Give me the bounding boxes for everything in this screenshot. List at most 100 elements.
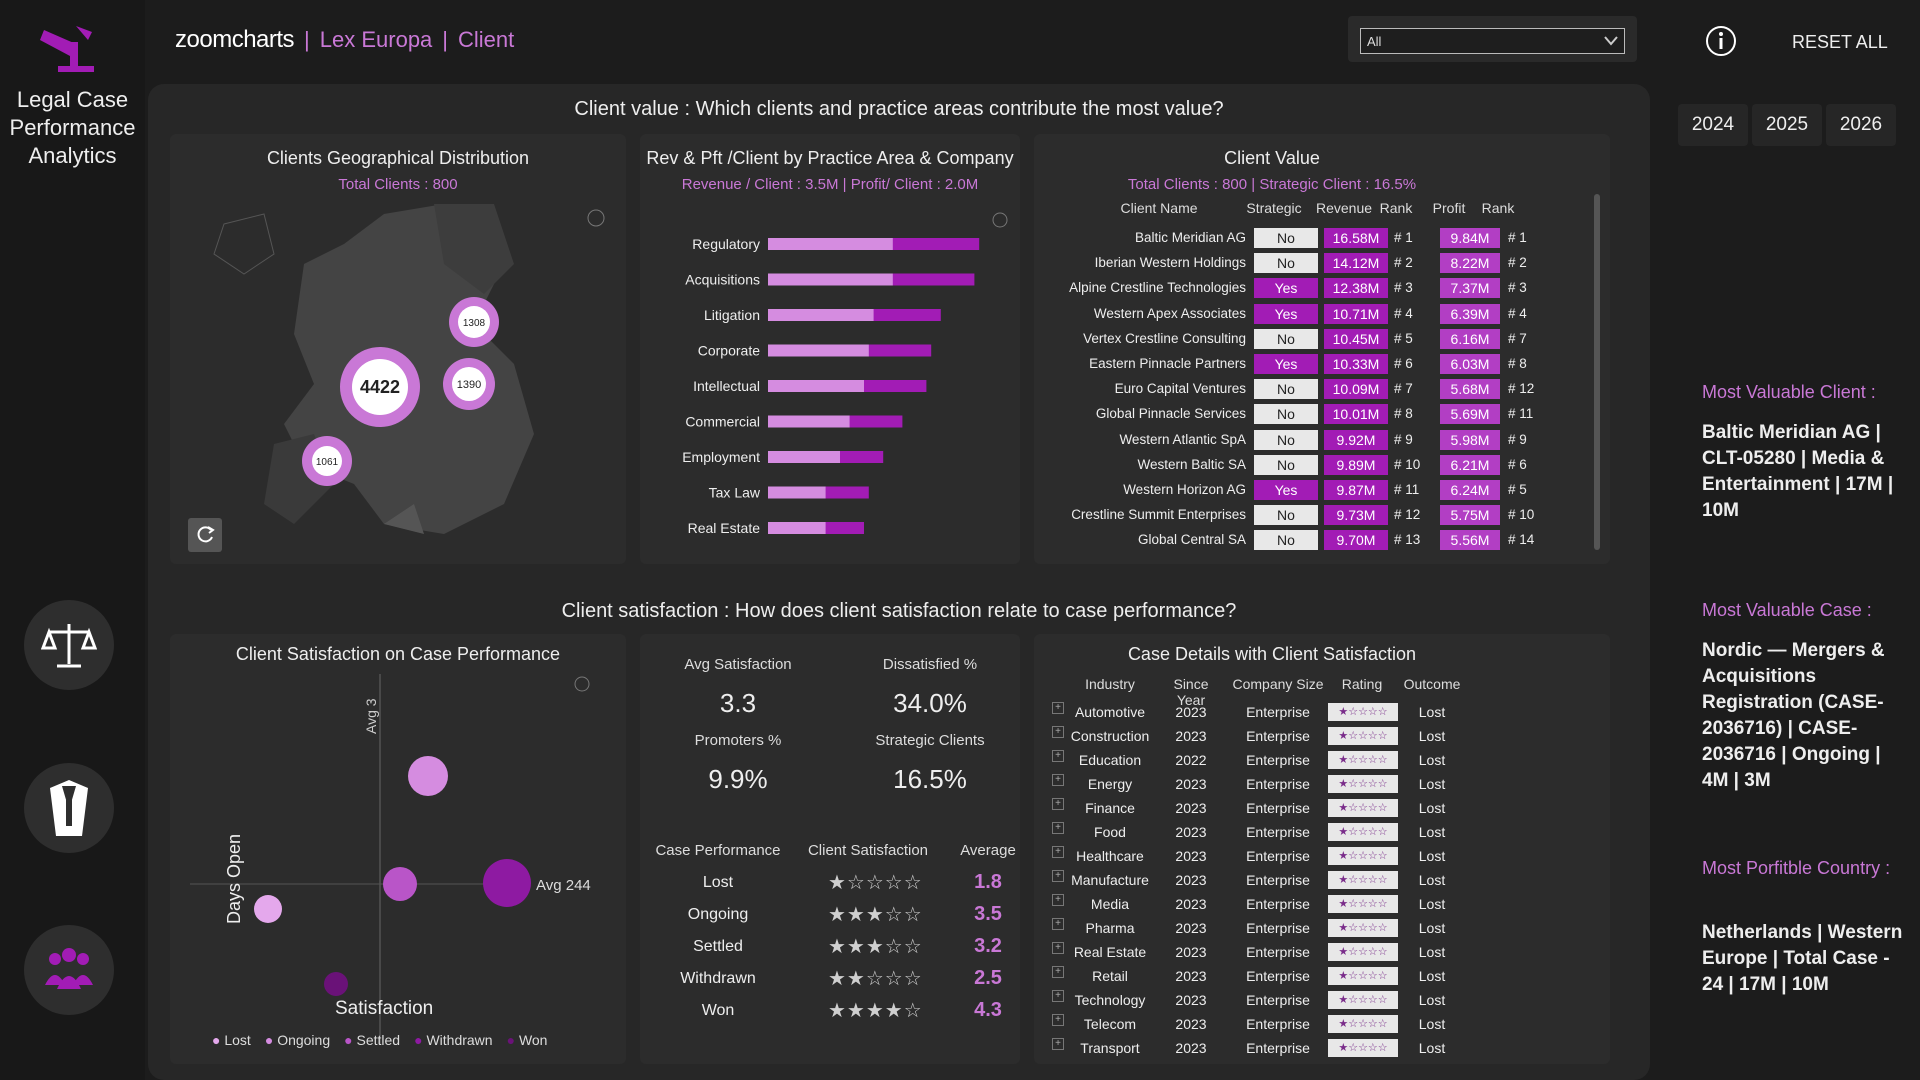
- legend-item[interactable]: ● Lost: [212, 1032, 251, 1048]
- industry-cell[interactable]: Food: [1094, 824, 1126, 840]
- column-header[interactable]: Rank: [1481, 200, 1515, 216]
- client-name[interactable]: Global Pinnacle Services: [1095, 406, 1246, 422]
- client-name[interactable]: Western Baltic SA: [1137, 456, 1246, 472]
- expand-row-button[interactable]: +: [1052, 774, 1064, 786]
- bar-profit[interactable]: [768, 309, 874, 321]
- reset-all-button[interactable]: RESET ALL: [1792, 32, 1888, 52]
- expand-row-button[interactable]: +: [1052, 894, 1064, 906]
- scrollbar[interactable]: [1594, 194, 1600, 550]
- cluster-bubble[interactable]: 1308: [449, 297, 499, 347]
- legend-item[interactable]: ● Won: [506, 1032, 548, 1048]
- industry-cell[interactable]: Construction: [1070, 728, 1150, 744]
- column-header[interactable]: Case Performance: [655, 842, 781, 859]
- help-icon[interactable]: [574, 676, 590, 692]
- column-header[interactable]: Strategic: [1246, 200, 1302, 216]
- legend-item[interactable]: ● Withdrawn: [414, 1032, 493, 1048]
- industry-cell[interactable]: Telecom: [1083, 1016, 1137, 1032]
- breadcrumb-item[interactable]: Lex Europa: [319, 27, 433, 52]
- industry-cell[interactable]: Automotive: [1074, 704, 1146, 720]
- column-header[interactable]: Outcome: [1403, 676, 1461, 692]
- year-2026-button[interactable]: 2026: [1826, 104, 1896, 146]
- info-icon[interactable]: [1705, 25, 1737, 57]
- scatter-point[interactable]: [383, 867, 417, 901]
- client-name[interactable]: Baltic Meridian AG: [1134, 230, 1246, 245]
- column-header[interactable]: Rating: [1341, 676, 1383, 692]
- column-header[interactable]: Industry: [1085, 676, 1135, 692]
- client-name[interactable]: Euro Capital Ventures: [1114, 381, 1246, 397]
- scatter-point[interactable]: [254, 895, 282, 923]
- client-name[interactable]: Vertex Crestline Consulting: [1083, 330, 1246, 346]
- column-header[interactable]: Client Satisfaction: [807, 842, 929, 859]
- column-header[interactable]: Profit: [1432, 200, 1466, 216]
- client-name[interactable]: Global Central SA: [1137, 532, 1246, 548]
- expand-row-button[interactable]: +: [1052, 966, 1064, 978]
- column-header[interactable]: Company Size: [1232, 676, 1324, 692]
- expand-row-button[interactable]: +: [1052, 1038, 1064, 1050]
- legend-item[interactable]: ● Ongoing: [264, 1032, 331, 1048]
- expand-row-button[interactable]: +: [1052, 990, 1064, 1002]
- expand-row-button[interactable]: +: [1052, 870, 1064, 882]
- industry-cell[interactable]: Healthcare: [1076, 848, 1144, 864]
- scatter-point[interactable]: [324, 972, 348, 996]
- nav-case-button[interactable]: [24, 600, 114, 690]
- help-icon[interactable]: [991, 211, 1009, 229]
- satisfaction-scatter[interactable]: Avg 3 Avg 244 Days Open Satisfaction: [170, 664, 626, 1064]
- industry-cell[interactable]: Transport: [1080, 1040, 1140, 1056]
- column-header[interactable]: Rank: [1379, 200, 1413, 216]
- bar-profit[interactable]: [768, 415, 850, 428]
- help-icon[interactable]: [587, 209, 605, 227]
- column-header[interactable]: Revenue: [1315, 200, 1373, 216]
- client-name[interactable]: Iberian Western Holdings: [1094, 255, 1246, 271]
- industry-cell[interactable]: Media: [1090, 896, 1130, 912]
- bar-profit[interactable]: [768, 451, 840, 463]
- industry-cell[interactable]: Finance: [1085, 800, 1135, 816]
- industry-cell[interactable]: Pharma: [1085, 920, 1135, 936]
- year-2024-button[interactable]: 2024: [1678, 104, 1748, 146]
- client-name[interactable]: Crestline Summit Enterprises: [1071, 507, 1246, 523]
- bar-profit[interactable]: [768, 522, 826, 534]
- scatter-point[interactable]: [408, 756, 448, 796]
- nav-lawyer-button[interactable]: [24, 763, 114, 853]
- column-header[interactable]: Since Year: [1173, 676, 1209, 708]
- expand-row-button[interactable]: +: [1052, 822, 1064, 834]
- industry-cell[interactable]: Education: [1078, 752, 1142, 768]
- industry-cell[interactable]: Manufacture: [1071, 872, 1149, 888]
- refresh-map-button[interactable]: [188, 518, 222, 552]
- bar-profit[interactable]: [768, 344, 869, 357]
- expand-row-button[interactable]: +: [1052, 750, 1064, 762]
- practice-bar-chart[interactable]: Regulatory Acquisitions Litigation Corporat…: [640, 214, 1020, 554]
- breadcrumb-item[interactable]: Client: [458, 27, 515, 52]
- column-header[interactable]: Average: [960, 842, 1016, 859]
- client-name[interactable]: Western Horizon AG: [1123, 482, 1246, 497]
- expand-row-button[interactable]: +: [1052, 942, 1064, 954]
- expand-row-button[interactable]: +: [1052, 846, 1064, 858]
- client-name[interactable]: Western Atlantic SpA: [1119, 431, 1246, 447]
- expand-row-button[interactable]: +: [1052, 918, 1064, 930]
- legend-item[interactable]: ● Settled: [344, 1032, 401, 1048]
- bar-profit[interactable]: [768, 238, 893, 250]
- europe-map[interactable]: 4422 1308 1390 1061: [184, 204, 614, 534]
- expand-row-button[interactable]: +: [1052, 726, 1064, 738]
- industry-cell[interactable]: Real Estate: [1073, 944, 1147, 960]
- bar-profit[interactable]: [768, 486, 826, 499]
- scatter-point[interactable]: [483, 859, 531, 907]
- year-2025-button[interactable]: 2025: [1752, 104, 1822, 146]
- cluster-bubble[interactable]: 4422: [340, 347, 420, 427]
- expand-row-button[interactable]: +: [1052, 1014, 1064, 1026]
- client-name[interactable]: Alpine Crestline Technologies: [1069, 280, 1246, 296]
- client-name[interactable]: Western Apex Associates: [1093, 305, 1246, 321]
- column-header[interactable]: Client Name: [1120, 200, 1198, 216]
- cluster-bubble[interactable]: 1061: [302, 436, 352, 486]
- nav-client-button[interactable]: [24, 925, 114, 1015]
- expand-row-button[interactable]: +: [1052, 702, 1064, 714]
- filter-dropdown[interactable]: All: [1360, 28, 1625, 54]
- industry-cell[interactable]: Energy: [1087, 776, 1133, 792]
- industry-cell[interactable]: Technology: [1074, 992, 1146, 1008]
- cluster-bubble[interactable]: 1390: [443, 358, 495, 410]
- bar-profit[interactable]: [768, 273, 893, 286]
- expand-row-button[interactable]: +: [1052, 798, 1064, 810]
- industry-cell[interactable]: Retail: [1092, 968, 1128, 984]
- strategic-badge: No: [1254, 530, 1318, 551]
- client-name[interactable]: Eastern Pinnacle Partners: [1089, 356, 1246, 371]
- bar-profit[interactable]: [768, 380, 864, 392]
